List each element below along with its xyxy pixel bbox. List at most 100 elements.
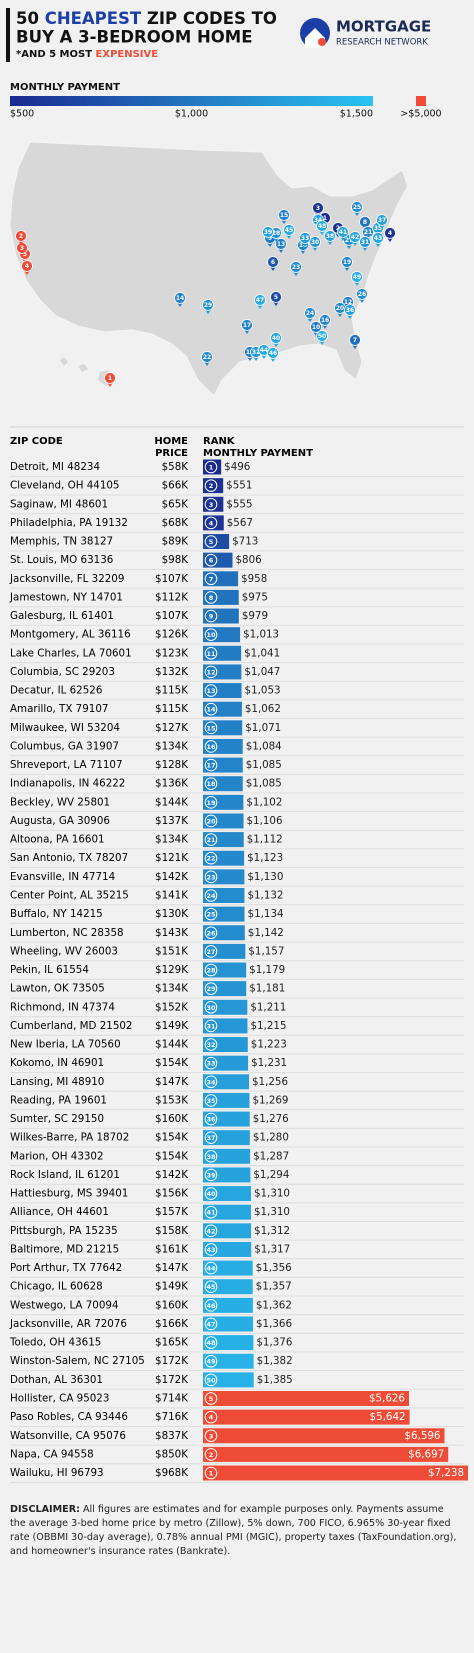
map-pin-rank: 21	[364, 229, 372, 236]
rank: 30	[206, 1004, 216, 1012]
bar	[203, 459, 222, 475]
bar	[203, 1465, 468, 1481]
map-pin-head	[278, 209, 290, 221]
value-label: $1,085	[246, 778, 282, 790]
rank: 26	[206, 929, 216, 937]
bar	[203, 496, 224, 512]
home-price: $160K	[155, 1299, 188, 1311]
map-pin-rank: 18	[299, 242, 307, 249]
value-label: $1,134	[248, 908, 284, 920]
bar	[203, 478, 224, 494]
legend-gradient	[10, 96, 373, 106]
home-price: $115K	[155, 685, 188, 697]
us-map	[9, 141, 409, 397]
zip-code: Kokomo, IN 46901	[10, 1057, 104, 1069]
bar	[203, 589, 239, 605]
zip-code: Dothan, AL 36301	[10, 1374, 103, 1386]
rank: 32	[206, 1041, 215, 1049]
rank: 31	[206, 1022, 216, 1030]
map-pin-rank: 9	[268, 235, 272, 242]
value-label: $5,626	[369, 1393, 405, 1405]
home-price: $126K	[155, 629, 188, 641]
column-header: ZIP CODE	[10, 436, 63, 447]
zip-code: Hattiesburg, MS 39401	[10, 1188, 128, 1200]
map-pin-rank: 3	[20, 245, 24, 252]
bar	[203, 701, 242, 717]
value-label: $1,382	[257, 1355, 293, 1367]
rank-badge	[204, 1112, 218, 1126]
value-label: $1,215	[250, 1020, 286, 1032]
rank-badge	[204, 870, 218, 884]
home-price: $107K	[155, 610, 188, 622]
map-pin-rank: 17	[243, 322, 251, 329]
rank-badge	[204, 758, 218, 772]
map-pin-head	[202, 299, 214, 311]
bar	[203, 850, 245, 866]
home-price: $65K	[162, 498, 189, 510]
rank: 42	[206, 1227, 215, 1235]
rank-badge	[204, 1019, 218, 1033]
zip-code: Rock Island, IL 61201	[10, 1169, 120, 1181]
rank-badge	[204, 1392, 218, 1405]
rank-badge	[204, 1448, 218, 1461]
home-price: $141K	[155, 889, 188, 901]
zip-code: Jacksonville, FL 32209	[9, 573, 124, 585]
value-label: $1,071	[245, 722, 281, 734]
rank: 34	[206, 1078, 216, 1086]
home-price: $144K	[155, 1039, 188, 1051]
map-pin-head	[344, 304, 356, 316]
rank: 5	[209, 538, 214, 546]
rank: 20	[206, 817, 216, 825]
rank-badge	[204, 1261, 218, 1275]
bar	[203, 776, 243, 792]
map-pin-head	[15, 230, 27, 242]
map-pin-rank: 6	[271, 259, 275, 266]
rank-badge	[204, 833, 218, 846]
zip-code: Decatur, IL 62526	[10, 685, 102, 697]
rank-badge	[204, 609, 218, 623]
map-pin-head	[270, 332, 282, 344]
value-label: $1,357	[256, 1281, 292, 1293]
value-label: $1,123	[247, 852, 283, 864]
rank: 21	[206, 836, 216, 844]
rank: 23	[206, 873, 215, 881]
rank: 24	[206, 892, 216, 900]
home-price: $154K	[155, 1057, 188, 1069]
map-pin-head	[254, 294, 266, 306]
rank: 11	[206, 650, 216, 658]
map-pin-rank: 24	[306, 310, 314, 317]
rank: 8	[209, 594, 214, 602]
map-pin-head	[324, 230, 336, 242]
map-pin-rank: 45	[285, 227, 293, 234]
rank-badge	[204, 907, 218, 921]
map-pin-rank: 32	[252, 349, 260, 356]
home-price: $147K	[155, 1262, 188, 1274]
rank-badge	[204, 1150, 218, 1163]
map-pin-head	[349, 334, 361, 346]
rank-badge	[204, 647, 218, 660]
home-price: $172K	[155, 1374, 188, 1386]
bar	[203, 738, 243, 754]
rank-badge	[204, 1187, 218, 1200]
logo-dot	[318, 38, 326, 46]
bar	[203, 1074, 249, 1090]
rank: 1	[209, 1470, 214, 1478]
map-pin-rank: 4	[25, 263, 29, 270]
value-label: $1,362	[256, 1299, 292, 1311]
rank-badge	[204, 1075, 218, 1089]
value-label: $6,697	[408, 1448, 444, 1460]
rank-badge	[204, 982, 218, 995]
legend-tick-label: $500	[10, 109, 34, 120]
column-header: HOME	[154, 436, 188, 447]
bar	[203, 1391, 409, 1406]
zip-code: Milwaukee, WI 53204	[10, 722, 120, 734]
zip-code: Center Point, AL 35215	[10, 889, 129, 901]
zip-code: Columbia, SC 29203	[10, 666, 115, 678]
rank-badge	[204, 1280, 218, 1294]
rank-badge	[204, 1094, 218, 1107]
rank: 27	[206, 948, 215, 956]
home-price: $132K	[155, 666, 188, 678]
bar	[203, 869, 245, 885]
bar	[203, 757, 243, 773]
